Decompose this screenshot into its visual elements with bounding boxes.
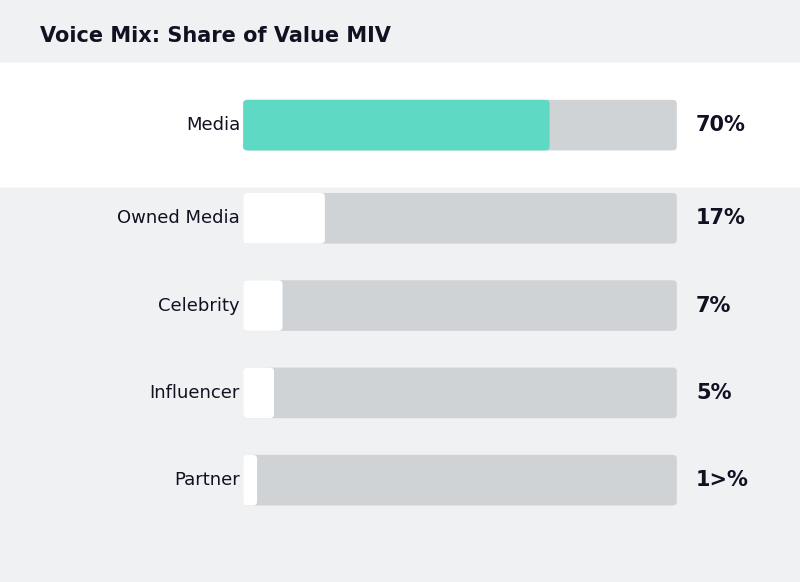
Text: 5%: 5% bbox=[696, 383, 731, 403]
Text: Voice Mix: Share of Value MIV: Voice Mix: Share of Value MIV bbox=[40, 26, 391, 46]
FancyBboxPatch shape bbox=[243, 455, 677, 505]
FancyBboxPatch shape bbox=[243, 455, 257, 505]
Text: Partner: Partner bbox=[174, 471, 240, 489]
FancyBboxPatch shape bbox=[243, 193, 677, 243]
Text: Influencer: Influencer bbox=[150, 384, 240, 402]
Text: Owned Media: Owned Media bbox=[118, 210, 240, 227]
FancyBboxPatch shape bbox=[243, 281, 677, 331]
FancyBboxPatch shape bbox=[243, 100, 550, 150]
FancyBboxPatch shape bbox=[243, 100, 677, 150]
FancyBboxPatch shape bbox=[243, 368, 274, 418]
FancyBboxPatch shape bbox=[243, 368, 677, 418]
Text: 1>%: 1>% bbox=[696, 470, 749, 490]
Text: Media: Media bbox=[186, 116, 240, 134]
Text: 7%: 7% bbox=[696, 296, 731, 315]
Text: Celebrity: Celebrity bbox=[158, 297, 240, 314]
Text: 70%: 70% bbox=[696, 115, 746, 135]
FancyBboxPatch shape bbox=[243, 281, 282, 331]
FancyBboxPatch shape bbox=[243, 193, 325, 243]
Text: 17%: 17% bbox=[696, 208, 746, 228]
FancyBboxPatch shape bbox=[0, 63, 800, 187]
